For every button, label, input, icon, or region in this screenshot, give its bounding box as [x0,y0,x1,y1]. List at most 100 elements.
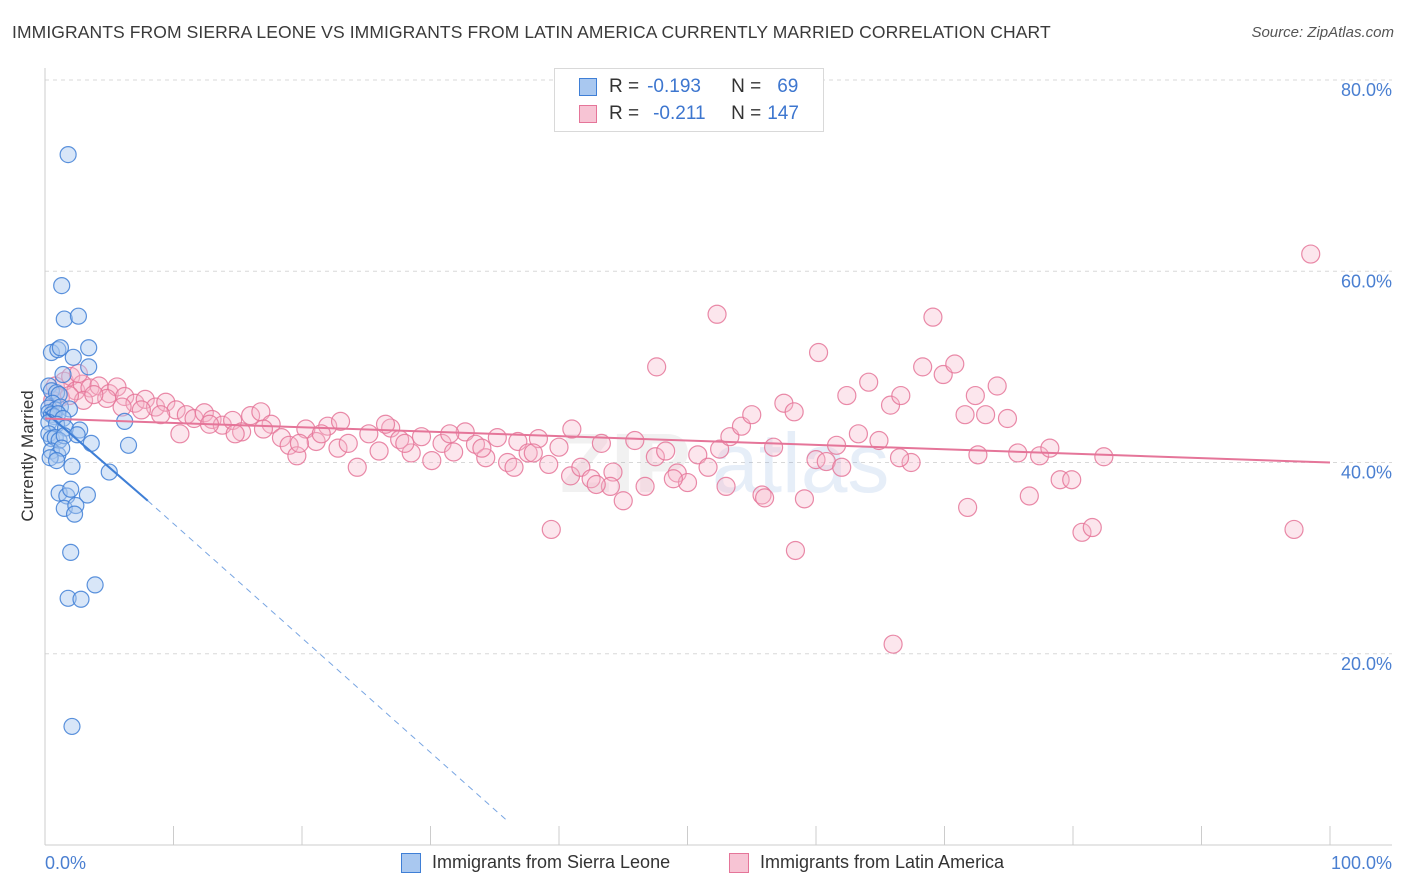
data-point [62,480,80,498]
data-point [62,543,80,561]
data-point [562,419,582,439]
data-point [848,424,869,444]
data-point [677,472,698,493]
data-point [539,454,559,475]
data-point [72,590,90,608]
data-point [395,433,415,453]
data-point [549,437,569,457]
data-point [591,433,612,453]
data-point [59,589,77,607]
data-point [523,443,543,463]
data-point [78,486,97,504]
data-point [54,365,72,384]
data-point [656,441,676,461]
data-point [225,424,245,444]
legend-row-sierra-leone: R = -0.193 N = 69 [579,75,798,99]
legend-row-latin-america: R = -0.211 N = 147 [579,102,799,126]
data-point [600,476,621,497]
source-credit: Source: ZipAtlas.com [1251,24,1394,41]
data-point [880,395,901,415]
data-point [119,436,138,454]
legend-r-value: -0.193 [647,76,701,97]
data-point [613,491,633,511]
data-point [1072,522,1092,542]
data-point [832,457,852,477]
data-point [487,428,507,448]
data-point [253,419,274,439]
data-point [752,485,772,505]
data-point [1019,486,1039,506]
data-point [976,405,996,425]
data-point [65,505,84,523]
data-point [51,339,70,357]
data-point [401,443,421,463]
data-point [625,430,645,451]
data-point [369,441,389,461]
data-point [754,488,775,508]
data-point [135,389,155,409]
chart-title: IMMIGRANTS FROM SIERRA LEONE VS IMMIGRAN… [12,22,1051,42]
x-axis-tick-labels: 0.0% 100.0% [45,853,1392,873]
data-point [647,357,667,377]
series-legend: Immigrants from Sierra Leone Immigrants … [0,852,1406,876]
legend-r-label: R = [609,103,640,124]
data-point [47,451,66,470]
y-tick-label: 20.0% [1341,654,1392,674]
data-point [296,419,316,439]
data-point [71,421,89,439]
gridlines [45,79,1392,655]
data-point [328,438,348,458]
data-point [528,428,549,449]
data-point [1284,519,1304,540]
data-point [82,434,100,452]
data-point [338,433,358,453]
data-point [635,476,655,497]
trend-line-latin-america [44,417,1331,464]
data-point [955,405,975,425]
data-point [891,385,911,406]
data-point [1050,470,1070,490]
data-point [1082,517,1102,538]
legend-label-latin-america: Immigrants from Latin America [760,852,1005,872]
data-point [80,339,98,357]
data-point [156,392,176,412]
data-point [68,426,86,444]
data-point [287,446,307,466]
data-point [476,448,496,468]
data-point [923,307,943,327]
data-point [698,457,718,477]
data-point [958,497,978,518]
trend-line-sierra-leone-extension [147,500,508,822]
data-point [901,452,921,473]
data-point [1301,244,1321,264]
data-point [645,447,665,467]
watermark: ZIP atlas [560,416,889,510]
data-point [883,634,903,654]
data-point [784,402,804,422]
data-point [707,304,727,324]
data-point [472,438,492,458]
trend-lines [44,411,1331,822]
data-point [541,519,561,540]
legend-n-label: N = [731,76,762,97]
data-point [688,445,708,465]
data-point [68,363,89,384]
legend-item-latin-america: Immigrants from Latin America [729,852,1004,873]
legend-swatch-pink [579,105,597,123]
data-point [440,424,460,444]
data-point [518,443,538,463]
data-point [49,341,67,359]
data-point [73,390,94,410]
legend-n-value: 69 [777,76,799,97]
data-point [166,400,186,420]
data-point [987,376,1007,396]
data-point [586,474,606,495]
data-point [318,416,338,436]
legend-n-label: N = [731,103,762,124]
series-latin-america-points [43,244,1321,654]
legend-swatch-blue [579,78,597,96]
data-point [785,540,806,561]
y-tick-label: 60.0% [1341,271,1392,291]
data-point [794,489,815,509]
